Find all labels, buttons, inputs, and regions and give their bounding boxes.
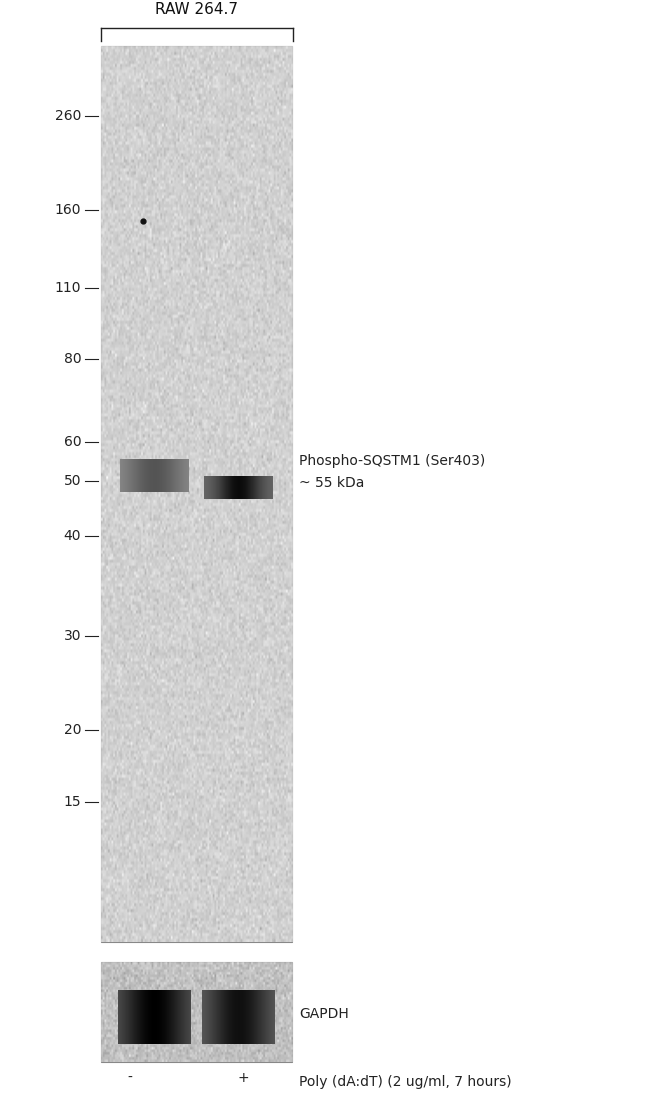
Text: +: + — [238, 1072, 250, 1085]
Text: 40: 40 — [64, 530, 81, 543]
Text: Poly (dA:dT) (2 ug/ml, 7 hours): Poly (dA:dT) (2 ug/ml, 7 hours) — [299, 1075, 512, 1088]
Text: 110: 110 — [55, 281, 81, 294]
Bar — [101, 962, 292, 1062]
Text: ~ 55 kDa: ~ 55 kDa — [299, 477, 365, 490]
Text: 50: 50 — [64, 474, 81, 488]
Text: RAW 264.7: RAW 264.7 — [155, 1, 238, 17]
Text: 15: 15 — [64, 795, 81, 808]
Text: 260: 260 — [55, 109, 81, 123]
Text: 60: 60 — [64, 436, 81, 449]
Text: 20: 20 — [64, 723, 81, 737]
Text: -: - — [127, 1072, 133, 1085]
Text: 30: 30 — [64, 629, 81, 643]
Bar — [101, 46, 292, 942]
Text: 80: 80 — [64, 353, 81, 366]
Text: GAPDH: GAPDH — [299, 1008, 349, 1021]
Text: Phospho-SQSTM1 (Ser403): Phospho-SQSTM1 (Ser403) — [299, 455, 486, 468]
Text: 160: 160 — [55, 204, 81, 217]
